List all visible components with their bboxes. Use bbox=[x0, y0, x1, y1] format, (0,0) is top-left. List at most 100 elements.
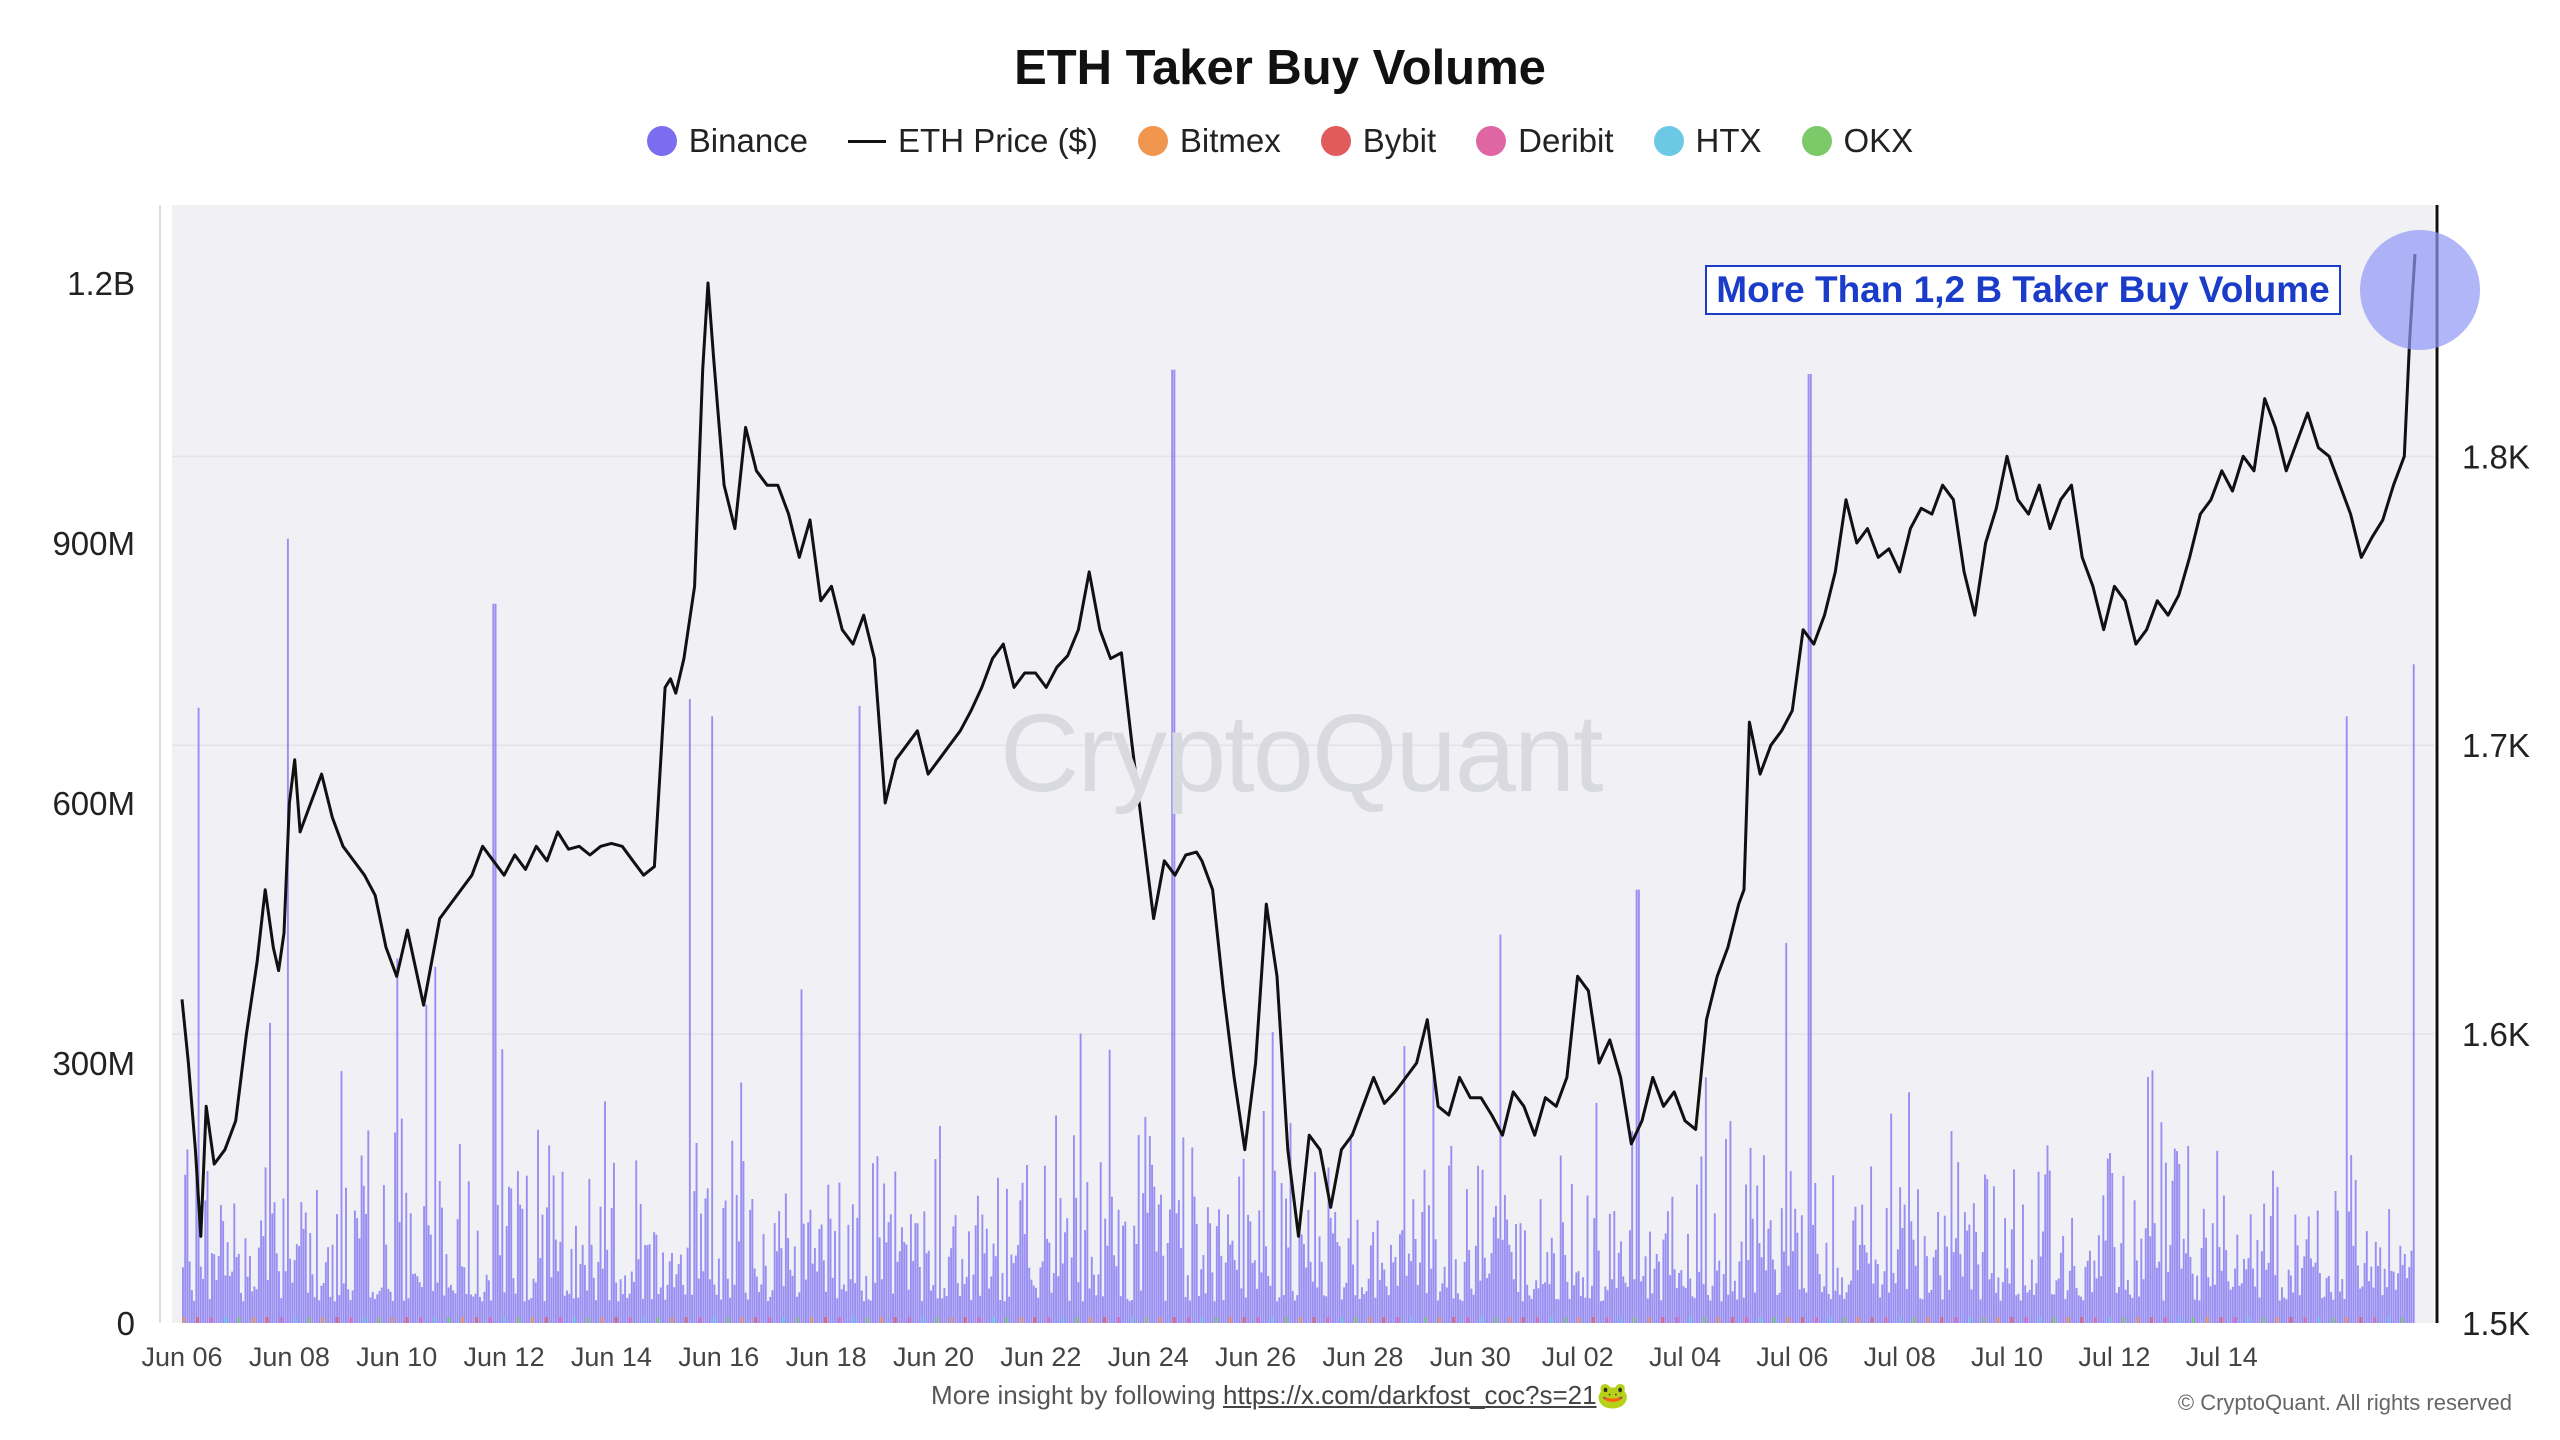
volume-bar bbox=[1711, 1285, 1714, 1323]
volume-bar bbox=[280, 1298, 283, 1323]
volume-bar bbox=[1064, 1232, 1066, 1323]
volume-bar bbox=[2155, 1267, 2158, 1323]
volume-bar bbox=[648, 1244, 651, 1323]
volume-bar bbox=[1943, 1215, 1946, 1323]
volume-bar bbox=[961, 1259, 964, 1323]
volume-bar bbox=[916, 1223, 919, 1323]
volume-bar bbox=[894, 1171, 897, 1323]
x-tick-label: Jul 02 bbox=[1542, 1342, 1614, 1372]
volume-bar bbox=[508, 1186, 510, 1323]
volume-bar bbox=[1372, 1232, 1375, 1323]
volume-bar bbox=[2173, 1148, 2176, 1323]
legend-item-htx[interactable]: HTX bbox=[1653, 122, 1762, 160]
volume-bar bbox=[1441, 1283, 1444, 1323]
volume-bar bbox=[418, 1282, 421, 1323]
exchange-base-bar bbox=[1312, 1317, 1316, 1323]
volume-bar bbox=[639, 1203, 642, 1323]
highlight-circle bbox=[2360, 230, 2480, 350]
volume-bar bbox=[367, 1130, 370, 1323]
volume-bar bbox=[2084, 1266, 2087, 1323]
volume-bar bbox=[1863, 1244, 1866, 1323]
volume-bar bbox=[2365, 1231, 2368, 1323]
volume-bar bbox=[1193, 1196, 1196, 1323]
volume-bar bbox=[1139, 1290, 1142, 1323]
volume-bar bbox=[304, 1212, 307, 1323]
volume-bar bbox=[595, 1300, 598, 1323]
volume-bar bbox=[463, 1267, 466, 1323]
exchange-base-bar bbox=[963, 1317, 967, 1323]
legend-item-binance[interactable]: Binance bbox=[646, 122, 808, 160]
volume-bar bbox=[992, 1243, 995, 1323]
exchange-base-bar bbox=[893, 1317, 897, 1323]
volume-bar bbox=[461, 1266, 464, 1323]
volume-bar bbox=[2318, 1273, 2321, 1323]
volume-bar bbox=[1231, 1240, 1234, 1323]
exchange-base-bar bbox=[2345, 1317, 2349, 1323]
footer-link[interactable]: https://x.com/darkfost_coc?s=21 bbox=[1222, 1380, 1597, 1410]
x-tick-label: Jul 14 bbox=[2186, 1342, 2258, 1372]
volume-bar bbox=[378, 1291, 381, 1323]
volume-bar bbox=[2379, 1247, 2382, 1323]
volume-bar bbox=[1946, 1246, 1948, 1323]
legend-item-okx[interactable]: OKX bbox=[1801, 122, 1913, 160]
volume-bar bbox=[360, 1155, 363, 1323]
volume-bar bbox=[233, 1203, 236, 1323]
volume-bar bbox=[1620, 1241, 1622, 1323]
volume-bar bbox=[1950, 1131, 1953, 1323]
volume-bar bbox=[1749, 1147, 1752, 1323]
volume-bar bbox=[2044, 1174, 2047, 1323]
volume-bar bbox=[1611, 1279, 1614, 1323]
exchange-base-bar bbox=[2024, 1317, 2028, 1323]
volume-bar bbox=[389, 1291, 392, 1323]
volume-bar bbox=[1856, 1270, 1859, 1323]
volume-bar bbox=[2247, 1258, 2250, 1323]
volume-bar bbox=[494, 603, 497, 1323]
volume-bar bbox=[1235, 1269, 1238, 1323]
legend-item-deribit[interactable]: Deribit bbox=[1476, 122, 1614, 160]
exchange-base-bar bbox=[1382, 1317, 1386, 1323]
volume-bar bbox=[1465, 1189, 1468, 1323]
volume-bar bbox=[219, 1205, 222, 1323]
legend-item-bitmex[interactable]: Bitmex bbox=[1137, 122, 1281, 160]
volume-bar bbox=[769, 1296, 772, 1323]
volume-bar bbox=[552, 1175, 555, 1323]
volume-bar bbox=[583, 1265, 586, 1323]
volume-bar bbox=[1276, 1301, 1279, 1323]
volume-bar bbox=[813, 1248, 816, 1323]
volume-bar bbox=[1365, 1291, 1368, 1323]
volume-bar bbox=[1162, 1255, 1165, 1323]
legend-item-bybit[interactable]: Bybit bbox=[1320, 122, 1436, 160]
volume-bar bbox=[420, 1287, 423, 1323]
volume-bar bbox=[825, 1291, 827, 1323]
volume-bar bbox=[2390, 1270, 2393, 1323]
volume-bar bbox=[1992, 1186, 1995, 1323]
legend: Binance ETH Price ($) Bitmex Bybit Derib… bbox=[0, 122, 2560, 160]
volume-bar bbox=[905, 1244, 908, 1323]
volume-bar bbox=[1463, 1261, 1466, 1323]
volume-bar bbox=[1113, 1255, 1116, 1323]
volume-bar bbox=[1160, 1194, 1162, 1323]
volume-bar bbox=[713, 1284, 716, 1323]
volume-bar bbox=[1050, 1292, 1053, 1323]
volume-bar bbox=[215, 1280, 218, 1323]
exchange-base-bar bbox=[1158, 1317, 1162, 1323]
volume-bar bbox=[441, 1207, 443, 1323]
volume-bar bbox=[568, 1293, 571, 1323]
volume-bar bbox=[1528, 1295, 1531, 1323]
exchange-base-bar bbox=[740, 1317, 744, 1323]
legend-label-bitmex: Bitmex bbox=[1179, 122, 1281, 159]
volume-bar bbox=[1008, 1296, 1011, 1323]
volume-bar bbox=[635, 1160, 638, 1323]
volume-bar bbox=[1613, 1211, 1616, 1323]
volume-bar bbox=[2211, 1223, 2214, 1323]
volume-bar bbox=[2015, 1295, 2018, 1323]
volume-bar bbox=[1702, 1284, 1705, 1323]
volume-bar bbox=[1785, 942, 1788, 1323]
volume-bar bbox=[1258, 1210, 1261, 1323]
volume-bar bbox=[1343, 1287, 1346, 1323]
volume-bar bbox=[1086, 1182, 1089, 1323]
volume-bar bbox=[1832, 1175, 1835, 1323]
legend-item-eth-price[interactable]: ETH Price ($) bbox=[848, 122, 1098, 160]
volume-bar bbox=[909, 1214, 912, 1323]
volume-bar bbox=[1077, 1282, 1080, 1323]
